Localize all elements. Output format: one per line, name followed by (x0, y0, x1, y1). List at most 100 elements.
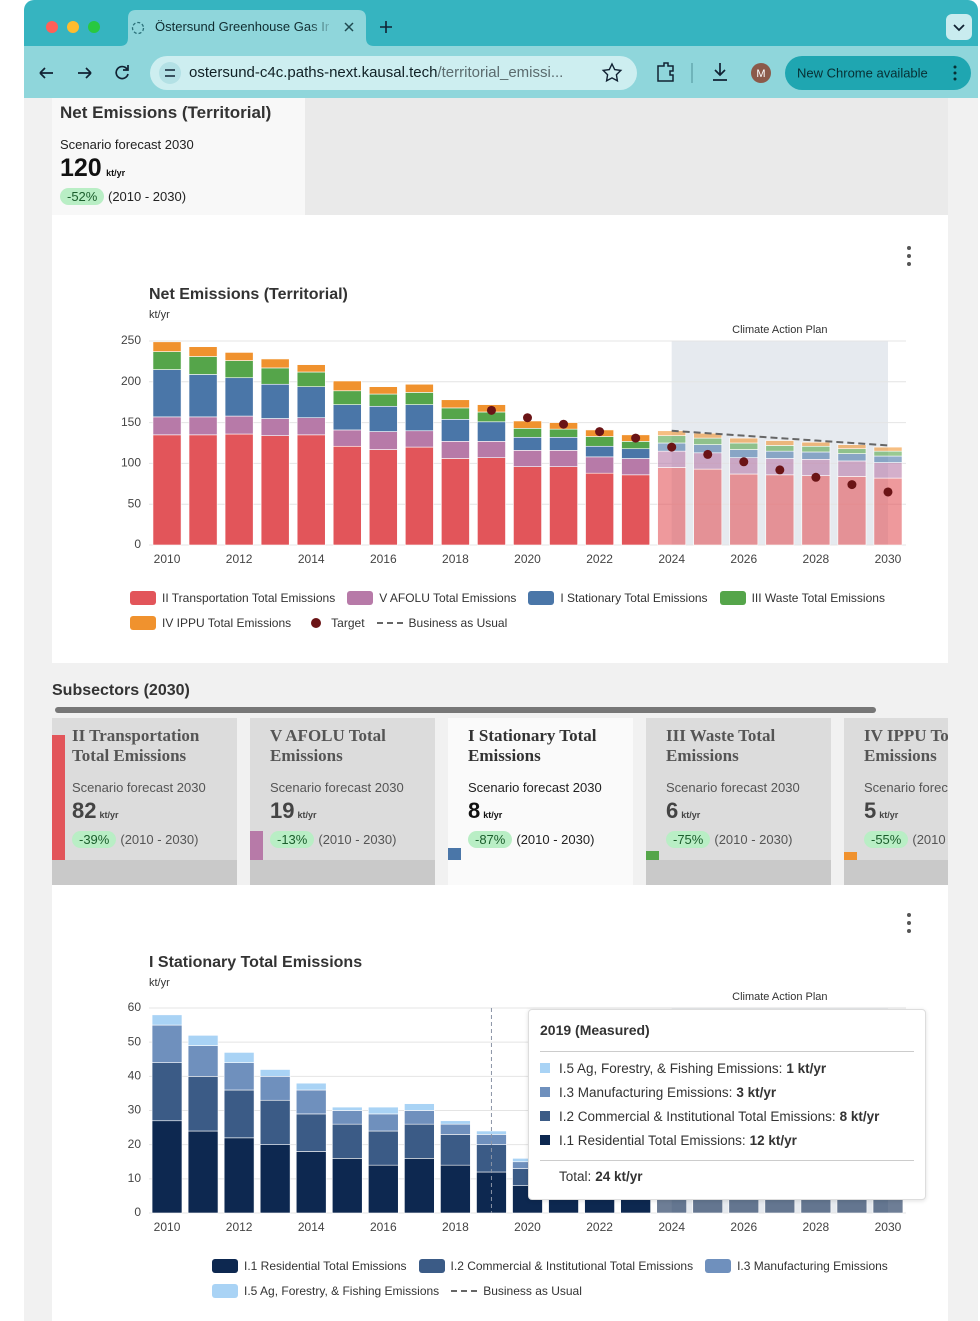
target-point (739, 457, 749, 467)
card-toggle[interactable] (646, 860, 831, 885)
bar-segment (837, 460, 867, 477)
bar-segment (693, 468, 723, 546)
bar-segment (441, 399, 470, 409)
bar-segment (152, 351, 182, 370)
subsector-change-row: -39% (2010 - 2030) (72, 831, 198, 848)
bar-segment (513, 428, 542, 438)
bar-segment (224, 433, 254, 546)
legend-item: I.2 Commercial & Institutional Total Emi… (418, 1258, 693, 1274)
scrollbar[interactable] (55, 707, 876, 713)
subsector-card[interactable]: V AFOLU Total Emissions Scenario forecast… (250, 718, 435, 885)
profile-avatar[interactable] (751, 63, 771, 83)
chart-menu-dot[interactable] (907, 262, 911, 266)
bar-segment (549, 436, 578, 451)
subsector-card[interactable]: IV IPPU Total Emissions Scenario forecast… (844, 718, 948, 885)
subsector-card[interactable]: I Stationary Total Emissions Scenario for… (448, 718, 633, 885)
x-tick-label: 2010 (154, 1220, 181, 1234)
card-toggle[interactable] (52, 860, 237, 885)
subsector-change-row: -13% (2010 - 2030) (270, 831, 396, 848)
site-info[interactable] (159, 62, 181, 84)
target-point (883, 487, 893, 497)
subsectors-heading: Subsectors (2030) (52, 682, 190, 699)
bar-segment (296, 386, 326, 419)
zoom-window[interactable] (88, 21, 100, 33)
subsector-card[interactable]: III Waste Total Emissions Scenario foreca… (646, 718, 831, 885)
bar-segment (332, 404, 362, 431)
x-tick-label: 2020 (514, 1220, 541, 1234)
bar-segment (585, 472, 614, 546)
bar-segment (477, 457, 506, 546)
bar-segment (657, 467, 687, 546)
subsector-caption: Scenario forecast 2030 (72, 780, 206, 795)
subsector-value: 82 (72, 798, 97, 823)
card-toggle[interactable] (250, 860, 435, 885)
tooltip-value: 8 kt/yr (839, 1108, 880, 1124)
card-toggle[interactable] (844, 860, 948, 885)
subsector-caption: Scenario forecast 2030 (666, 780, 800, 795)
bar-segment (729, 437, 759, 444)
subsector-change-row: -87% (2010 - 2030) (468, 831, 594, 848)
target-point (559, 419, 569, 429)
chart-menu-dot[interactable] (907, 921, 911, 925)
bar-segment (404, 1158, 435, 1214)
new-tab[interactable] (380, 21, 392, 33)
y-tick-label: 40 (128, 1069, 142, 1083)
bar-segment (765, 474, 795, 546)
bar-segment (873, 446, 903, 452)
profile-initial: M (756, 68, 765, 80)
bar-segment (585, 445, 614, 458)
subsector-card[interactable]: II Transportation Total Emissions Scenari… (52, 718, 237, 885)
bar-segment (151, 1062, 183, 1122)
bar-segment (404, 1123, 435, 1159)
downloads-button[interactable] (713, 63, 727, 81)
bar-segment (440, 1134, 471, 1166)
chart-menu-dot[interactable] (907, 246, 911, 250)
active-tab[interactable] (120, 10, 374, 46)
bar-segment (151, 1120, 183, 1214)
bookmark-star[interactable] (601, 62, 623, 83)
bar-segment (404, 1110, 435, 1125)
subsector-value-row: 6 kt/yr (666, 798, 700, 824)
card-toggle[interactable] (448, 860, 633, 885)
bar-segment (368, 1113, 399, 1132)
bar-segment (368, 386, 398, 395)
tooltip-row: I.2 Commercial & Institutional Total Emi… (540, 1104, 879, 1128)
summary-value-row: 120 kt/yr (60, 154, 125, 183)
bar-segment (260, 383, 290, 419)
legend: II Transportation Total Emissions V AFOLU… (130, 590, 930, 631)
forward-button[interactable] (78, 67, 92, 79)
chart-menu-dot[interactable] (907, 929, 911, 933)
subsector-unit: kt/yr (879, 810, 899, 820)
bar-segment (585, 436, 614, 447)
subsector-bar (52, 735, 65, 860)
extensions-button[interactable] (657, 62, 674, 82)
bar-segment (729, 442, 759, 450)
y-tick-label: 10 (128, 1171, 142, 1185)
back-button[interactable] (39, 67, 53, 79)
bar-segment (332, 445, 362, 546)
subsector-value-row: 5 kt/yr (864, 798, 898, 824)
chart-menu-dot[interactable] (907, 913, 911, 917)
legend-item: Target (303, 615, 365, 631)
update-button[interactable] (785, 56, 971, 90)
reload-button[interactable] (115, 65, 129, 80)
address-bar[interactable] (150, 56, 637, 90)
close-window[interactable] (46, 21, 58, 33)
bar-segment (295, 1113, 327, 1152)
legend: I.1 Residential Total Emissions I.2 Comme… (212, 1258, 932, 1299)
bar-segment (729, 449, 759, 458)
tab-search[interactable] (946, 14, 972, 40)
minimize-window[interactable] (67, 21, 79, 33)
tooltip-swatch (540, 1111, 550, 1121)
legend-swatch (451, 1290, 478, 1292)
subsector-caption: Scenario forecast 2030 (468, 780, 602, 795)
tooltip-value: 12 kt/yr (749, 1132, 797, 1148)
tab-close[interactable] (344, 22, 354, 32)
tooltip-label: I.3 Manufacturing Emissions: (559, 1084, 733, 1100)
chart-menu-dot[interactable] (907, 254, 911, 258)
summary-value: 120 (60, 154, 102, 182)
y-tick-label: 0 (134, 537, 141, 551)
y-tick-label: 250 (121, 333, 141, 347)
bar-segment (476, 1130, 507, 1135)
legend-label: Target (331, 616, 365, 630)
